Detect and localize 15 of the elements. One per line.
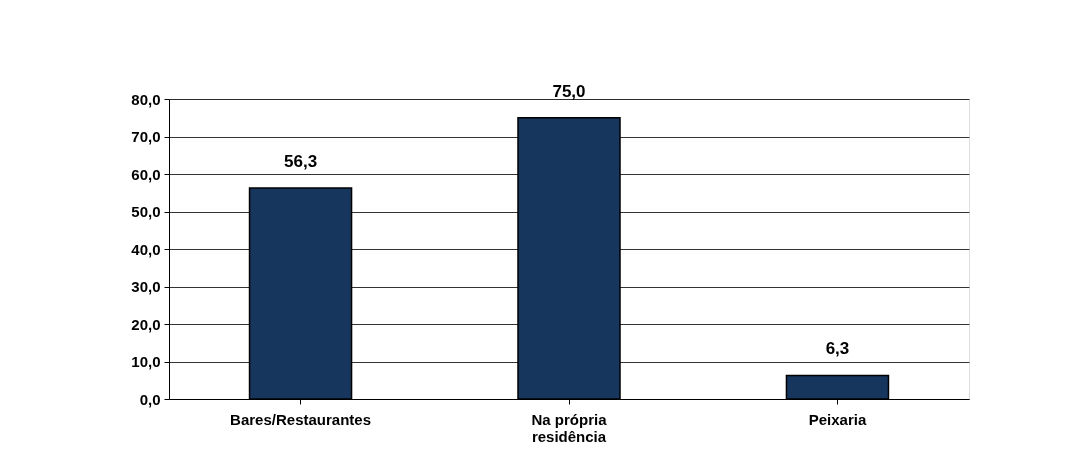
y-tick-label: 70,0 [131,128,161,145]
data-label: 56,3 [284,151,318,171]
x-tick-label: Bares/Restaurantes [230,410,371,428]
y-tick-label: 0,0 [139,390,161,408]
y-tick-label: 30,0 [131,278,161,295]
data-label: 6,3 [825,339,850,359]
y-tick-label: 20,0 [131,315,161,333]
y-tick-label: 80,0 [131,90,161,108]
x-tick-label: Na própria residência [531,410,608,445]
y-tick-label: 40,0 [131,240,161,258]
y-tick-label: 50,0 [131,203,161,220]
y-tick-label: 10,0 [131,353,161,370]
x-tick-label: Peixaria [808,410,867,428]
y-tick-label: 60,0 [131,165,161,183]
data-label: 75,0 [552,81,586,101]
